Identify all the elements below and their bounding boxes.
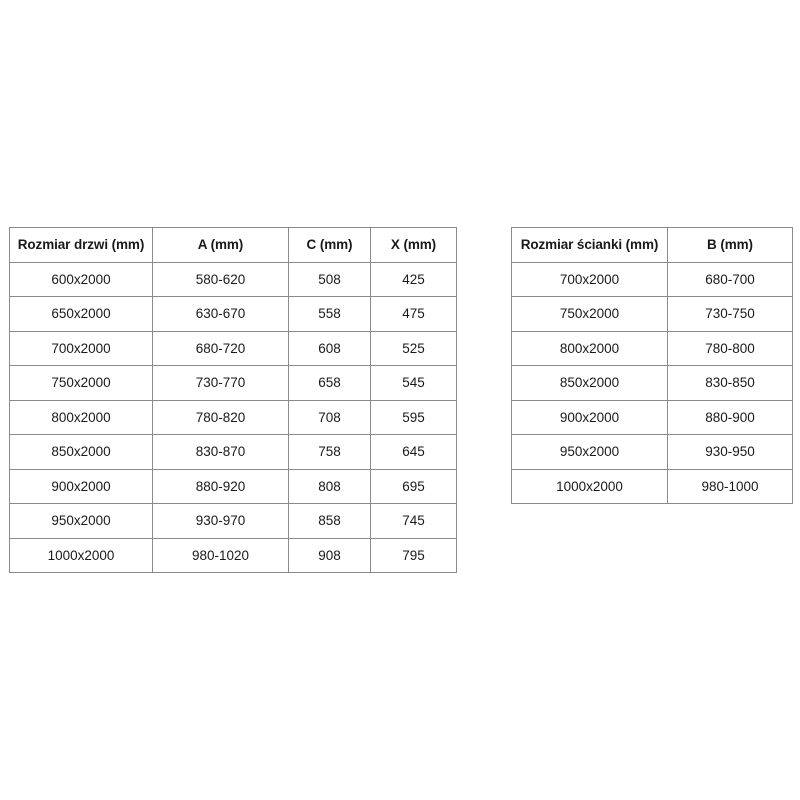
- cell-b: 830-850: [667, 365, 793, 401]
- cell-door-size: 1000x2000: [9, 537, 153, 573]
- cell-x: 425: [370, 261, 457, 297]
- cell-door-size: 900x2000: [9, 468, 153, 504]
- column-header-a: A (mm): [152, 227, 289, 263]
- column-header-c: C (mm): [288, 227, 371, 263]
- doors-dimensions-table: Rozmiar drzwi (mm) A (mm) C (mm) X (mm) …: [9, 227, 457, 573]
- cell-wall-size: 900x2000: [511, 399, 668, 435]
- cell-a: 830-870: [152, 434, 289, 470]
- cell-c: 908: [288, 537, 371, 573]
- table-row: 1000x2000 980-1000: [511, 468, 793, 504]
- cell-x: 695: [370, 468, 457, 504]
- table-row: 800x2000 780-820 708 595: [9, 399, 457, 435]
- cell-door-size: 950x2000: [9, 503, 153, 539]
- cell-c: 708: [288, 399, 371, 435]
- table-row: 950x2000 930-950: [511, 434, 793, 470]
- cell-b: 880-900: [667, 399, 793, 435]
- wall-panel-dimensions-table: Rozmiar ścianki (mm) B (mm) 700x2000 680…: [511, 227, 793, 504]
- cell-c: 608: [288, 330, 371, 366]
- cell-wall-size: 1000x2000: [511, 468, 668, 504]
- cell-b: 730-750: [667, 296, 793, 332]
- cell-x: 545: [370, 365, 457, 401]
- table-row: 900x2000 880-900: [511, 399, 793, 435]
- cell-door-size: 700x2000: [9, 330, 153, 366]
- table-row: 850x2000 830-870 758 645: [9, 434, 457, 470]
- cell-wall-size: 950x2000: [511, 434, 668, 470]
- column-header-wall-size: Rozmiar ścianki (mm): [511, 227, 668, 263]
- cell-c: 508: [288, 261, 371, 297]
- cell-door-size: 850x2000: [9, 434, 153, 470]
- cell-a: 930-970: [152, 503, 289, 539]
- cell-wall-size: 800x2000: [511, 330, 668, 366]
- cell-b: 930-950: [667, 434, 793, 470]
- cell-a: 680-720: [152, 330, 289, 366]
- cell-b: 680-700: [667, 261, 793, 297]
- table-row: 600x2000 580-620 508 425: [9, 261, 457, 297]
- table-row: 750x2000 730-750: [511, 296, 793, 332]
- column-header-door-size: Rozmiar drzwi (mm): [9, 227, 153, 263]
- cell-a: 780-820: [152, 399, 289, 435]
- cell-c: 658: [288, 365, 371, 401]
- table-row: 1000x2000 980-1020 908 795: [9, 537, 457, 573]
- table-row: 800x2000 780-800: [511, 330, 793, 366]
- column-header-b: B (mm): [667, 227, 793, 263]
- table-row: 700x2000 680-720 608 525: [9, 330, 457, 366]
- cell-x: 475: [370, 296, 457, 332]
- table-row: 650x2000 630-670 558 475: [9, 296, 457, 332]
- table-row: 700x2000 680-700: [511, 261, 793, 297]
- cell-door-size: 600x2000: [9, 261, 153, 297]
- cell-a: 580-620: [152, 261, 289, 297]
- cell-a: 630-670: [152, 296, 289, 332]
- cell-c: 758: [288, 434, 371, 470]
- cell-a: 980-1020: [152, 537, 289, 573]
- cell-door-size: 750x2000: [9, 365, 153, 401]
- cell-c: 558: [288, 296, 371, 332]
- table-row: 850x2000 830-850: [511, 365, 793, 401]
- cell-b: 980-1000: [667, 468, 793, 504]
- cell-c: 808: [288, 468, 371, 504]
- table-row: 950x2000 930-970 858 745: [9, 503, 457, 539]
- cell-x: 645: [370, 434, 457, 470]
- column-header-x: X (mm): [370, 227, 457, 263]
- cell-door-size: 800x2000: [9, 399, 153, 435]
- cell-a: 880-920: [152, 468, 289, 504]
- cell-wall-size: 750x2000: [511, 296, 668, 332]
- cell-x: 525: [370, 330, 457, 366]
- table-row: 900x2000 880-920 808 695: [9, 468, 457, 504]
- table-header-row: Rozmiar ścianki (mm) B (mm): [511, 227, 793, 263]
- cell-door-size: 650x2000: [9, 296, 153, 332]
- cell-b: 780-800: [667, 330, 793, 366]
- cell-x: 795: [370, 537, 457, 573]
- cell-a: 730-770: [152, 365, 289, 401]
- table-header-row: Rozmiar drzwi (mm) A (mm) C (mm) X (mm): [9, 227, 457, 263]
- cell-wall-size: 700x2000: [511, 261, 668, 297]
- cell-x: 595: [370, 399, 457, 435]
- cell-x: 745: [370, 503, 457, 539]
- table-row: 750x2000 730-770 658 545: [9, 365, 457, 401]
- cell-wall-size: 850x2000: [511, 365, 668, 401]
- cell-c: 858: [288, 503, 371, 539]
